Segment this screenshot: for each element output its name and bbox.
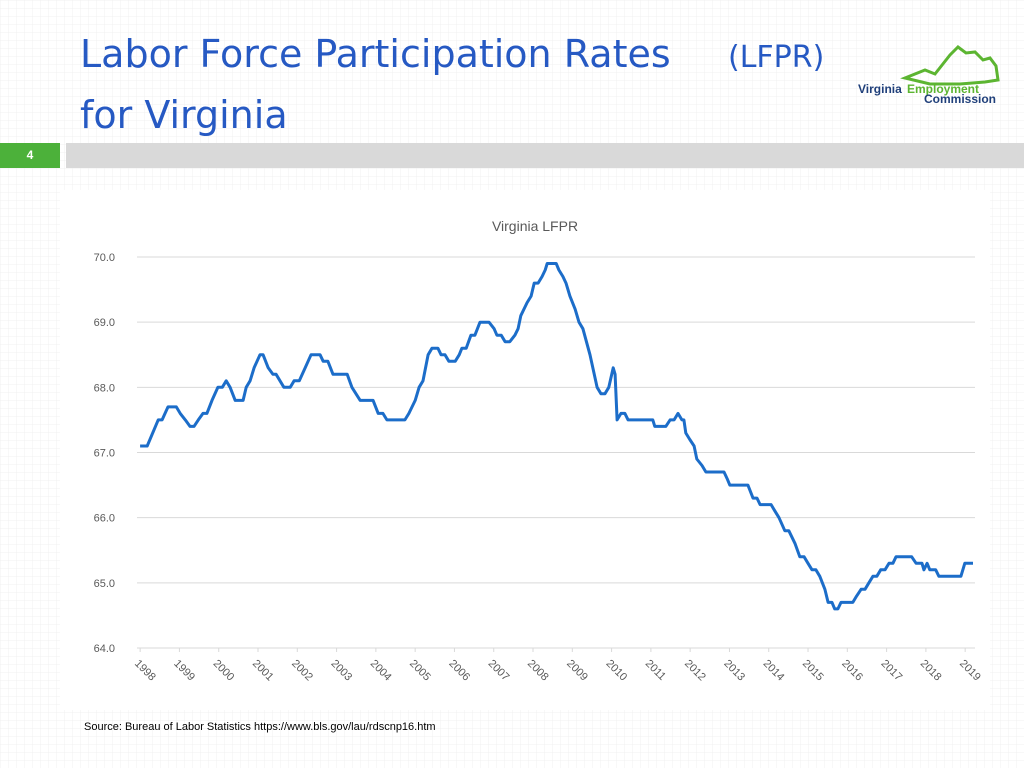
- y-tick-label: 67.0: [94, 448, 115, 460]
- slide-title-abbr: (LFPR): [728, 40, 824, 75]
- y-tick-label: 66.0: [94, 513, 115, 525]
- y-tick-label: 64.0: [94, 643, 115, 655]
- logo-word: Virginia: [858, 82, 902, 96]
- data-line: [140, 262, 973, 611]
- chart-area: [60, 190, 990, 710]
- slide-title-line2: for Virginia: [80, 93, 288, 137]
- logo-word: Employment: [907, 82, 979, 96]
- logo: Virginia Employment Commission: [858, 45, 1000, 106]
- slide-number: 4: [27, 148, 34, 162]
- chart-title: Virginia LFPR: [492, 218, 578, 234]
- header-bar: [66, 143, 1024, 168]
- slide-number-box: [0, 143, 60, 168]
- logo-shape: [900, 45, 1000, 86]
- y-tick-label: 70.0: [94, 252, 115, 264]
- y-tick-label: 68.0: [94, 382, 115, 394]
- logo-word: Commission: [924, 92, 996, 106]
- y-tick-label: 65.0: [94, 578, 115, 590]
- slide-title: Labor Force Participation Rates: [80, 32, 671, 76]
- source-note: Source: Bureau of Labor Statistics https…: [84, 721, 436, 733]
- y-tick-label: 69.0: [94, 317, 115, 329]
